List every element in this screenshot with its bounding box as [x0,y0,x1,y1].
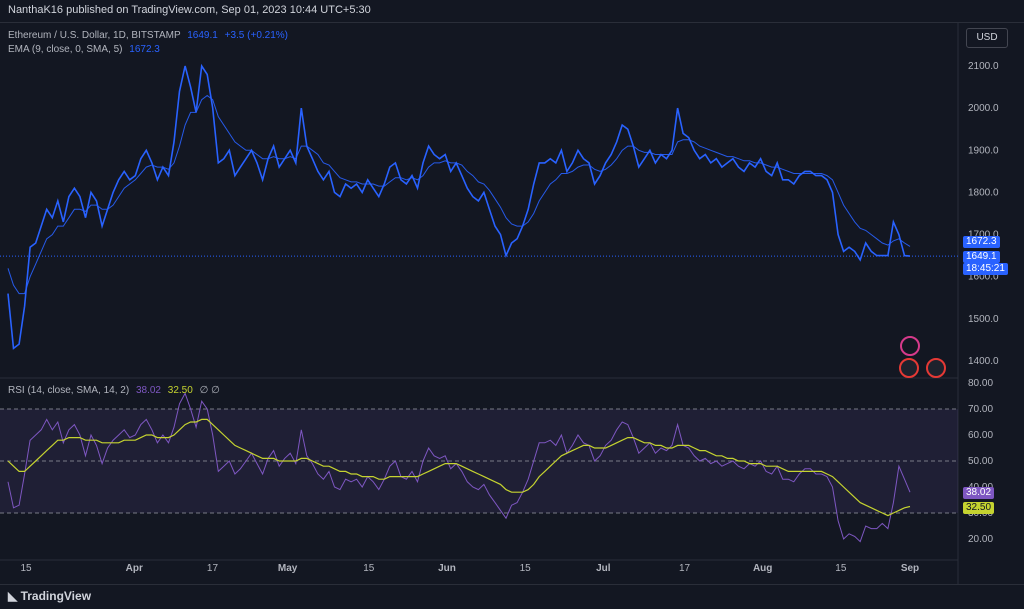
rsi-legend: RSI (14, close, SMA, 14, 2) 38.02 32.50 … [8,385,220,396]
time-tick-label: 15 [835,563,847,574]
ema-line [7,94,911,295]
price-tick-label: 1800.0 [968,187,999,198]
lightning-event-icon[interactable] [900,336,920,356]
rsi-value: 38.02 [135,385,161,396]
us-flag-event-icon[interactable] [899,358,919,378]
price-value: 1649.1 [187,30,218,41]
time-tick-label: Sep [901,563,919,574]
rsi-ma-line [7,418,911,517]
rsi-tick-label: 80.00 [968,378,993,389]
ema-price-tag: 1672.3 [963,236,1000,248]
time-tick-label: Jul [596,563,611,574]
ema-legend: EMA (9, close, 0, SMA, 5) 1672.3 [8,44,160,55]
time-tick-label: 17 [679,563,691,574]
price-line [7,63,911,350]
price-tick-label: 1900.0 [968,145,999,156]
rsi-extra: ∅ ∅ [199,385,220,396]
currency-button[interactable]: USD [966,28,1008,48]
price-legend: Ethereum / U.S. Dollar, 1D, BITSTAMP 164… [8,30,288,41]
logo-icon: ◣ [8,589,21,603]
time-tick-label: May [278,563,298,574]
publisher-text: NanthaK16 published on TradingView.com, … [8,4,371,16]
rsi-ma-value: 32.50 [167,385,193,396]
time-tick-label: 15 [20,563,32,574]
footer-bar: ◣ TradingView [0,584,1024,609]
price-tick-label: 1600.0 [968,272,999,283]
price-tick-label: 2000.0 [968,103,999,114]
rsi-tick-label: 20.00 [968,534,993,545]
us-flag-event-icon-2[interactable] [926,358,946,378]
tradingview-logo[interactable]: ◣ TradingView [8,589,91,603]
ema-label[interactable]: EMA (9, close, 0, SMA, 5) [8,44,123,55]
price-tick-label: 1700.0 [968,230,999,241]
time-tick-label: 15 [363,563,375,574]
ema-value: 1672.3 [129,44,160,55]
rsi-ma-tag: 32.50 [963,502,995,514]
price-tick-label: 1400.0 [968,356,999,367]
rsi-tick-label: 60.00 [968,430,993,441]
countdown-tag: 18:45:21 [963,263,1008,275]
publisher-bar: NanthaK16 published on TradingView.com, … [0,0,1024,23]
rsi-label[interactable]: RSI (14, close, SMA, 14, 2) [8,385,130,396]
time-tick-label: 15 [520,563,532,574]
time-tick-label: 17 [207,563,219,574]
time-tick-label: Apr [126,563,143,574]
rsi-value-tag: 38.02 [963,487,995,499]
time-tick-label: Jun [438,563,456,574]
rsi-line [7,392,911,543]
price-tick-label: 1500.0 [968,314,999,325]
time-tick-label: Aug [753,563,772,574]
rsi-tick-label: 70.00 [968,404,993,415]
last-price-tag: 1649.1 [963,251,1000,263]
rsi-tick-label: 50.00 [968,456,993,467]
price-change: +3.5 (+0.21%) [224,30,288,41]
symbol-label[interactable]: Ethereum / U.S. Dollar, 1D, BITSTAMP [8,30,181,41]
brand-label: TradingView [20,589,92,603]
price-tick-label: 2100.0 [968,61,999,72]
